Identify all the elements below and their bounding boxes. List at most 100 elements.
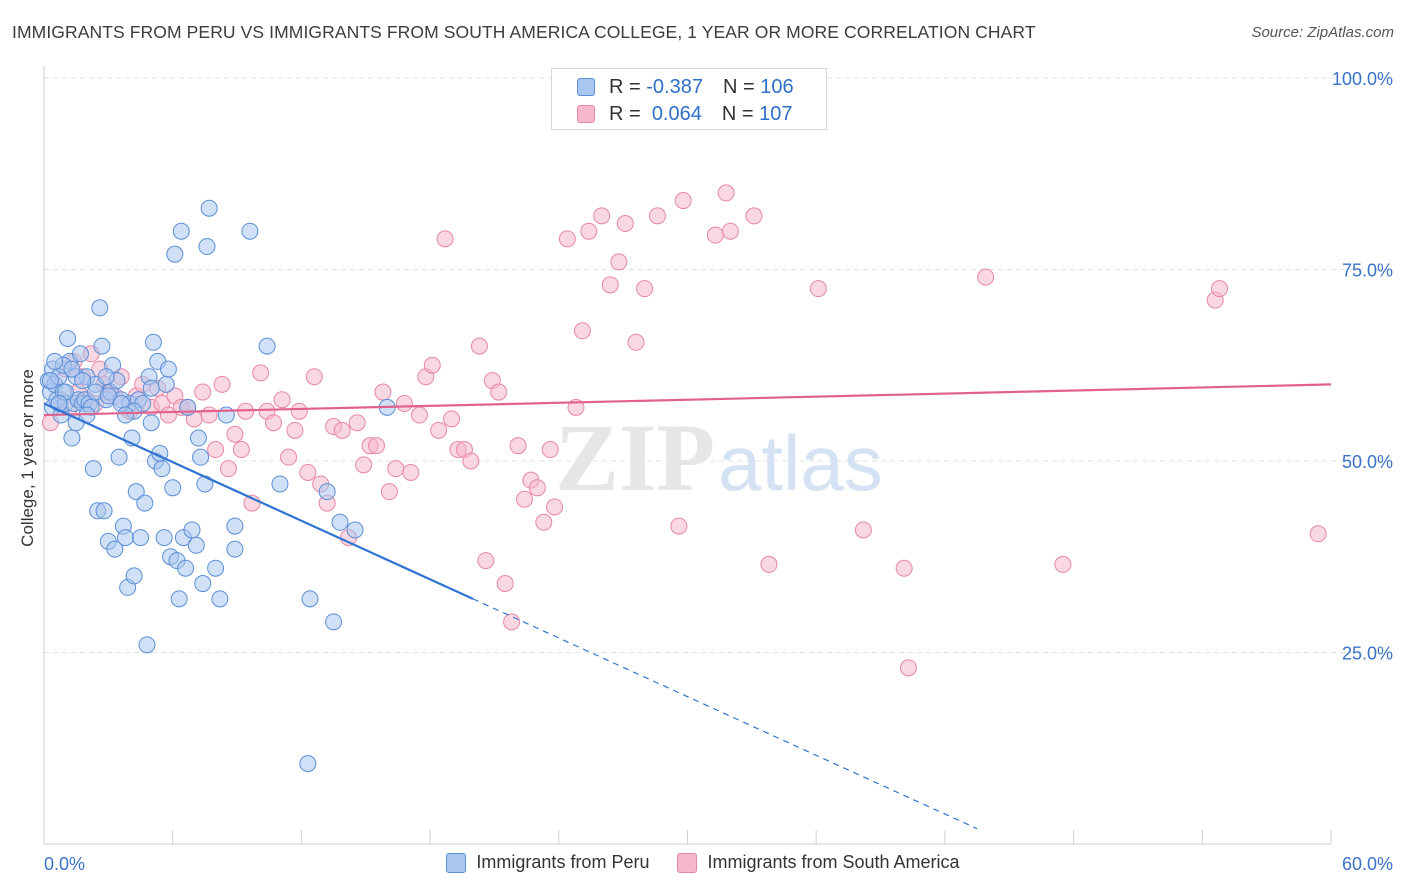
data-point-south-america (374, 383, 392, 401)
data-point-south-america (616, 215, 634, 233)
data-point-peru (172, 222, 190, 240)
data-point-peru (117, 529, 135, 547)
axis-labels: 100.0% 75.0% 50.0% 25.0% 0.0% 60.0% (44, 69, 1393, 874)
legend-item-peru[interactable]: Immigrants from Peru (446, 852, 649, 873)
data-point-peru (97, 368, 115, 386)
data-point-south-america (410, 406, 428, 424)
data-point-peru (200, 199, 218, 217)
data-point-south-america (610, 253, 628, 271)
data-point-south-america (443, 410, 461, 428)
data-point-south-america (280, 448, 298, 466)
data-point-south-america (721, 222, 739, 240)
y-tick-label: 25.0% (1342, 644, 1393, 664)
data-point-peru (187, 536, 205, 554)
data-point-peru (301, 590, 319, 608)
data-point-peru (41, 372, 59, 390)
grid-lines (44, 77, 1393, 653)
data-point-south-america (509, 437, 527, 455)
legend-r-label: R = (609, 75, 641, 98)
trend-line-peru (43, 402, 474, 600)
chart-title: IMMIGRANTS FROM PERU VS IMMIGRANTS FROM … (12, 22, 1036, 42)
data-point-peru (318, 483, 336, 501)
data-point-peru (46, 352, 64, 370)
y-axis-label: College, 1 year or more (18, 369, 37, 547)
data-point-peru (271, 475, 289, 493)
data-point-south-america (387, 460, 405, 478)
data-point-peru (164, 479, 182, 497)
data-point-south-america (573, 322, 591, 340)
data-point-south-america (490, 383, 508, 401)
y-tick-label: 50.0% (1342, 452, 1393, 472)
trend-line-south-america (43, 383, 1332, 417)
data-point-peru (95, 502, 113, 520)
series-legend: Immigrants from Peru Immigrants from Sou… (0, 852, 1406, 873)
source-label: Source: ZipAtlas.com (1251, 24, 1394, 41)
data-point-peru (106, 540, 124, 558)
data-point-south-america (670, 517, 688, 535)
legend-r-value: -0.387 (646, 75, 703, 98)
data-point-south-america (194, 383, 212, 401)
data-point-south-america (436, 230, 454, 248)
watermark-zip: ZIP (555, 404, 715, 511)
data-point-south-america (717, 184, 735, 202)
data-point-south-america (477, 552, 495, 570)
legend-label-south-america: Immigrants from South America (707, 852, 960, 872)
data-point-peru (346, 521, 364, 539)
data-point-south-america (636, 280, 654, 298)
data-point-peru (50, 395, 68, 413)
data-point-peru (226, 540, 244, 558)
watermark: ZIP atlas (555, 404, 883, 511)
data-point-peru (331, 513, 349, 531)
data-point-south-america (219, 460, 237, 478)
data-point-south-america (601, 276, 619, 294)
data-point-south-america (809, 280, 827, 298)
data-point-peru (138, 636, 156, 654)
data-point-south-america (207, 441, 225, 459)
data-point-south-america (265, 414, 283, 432)
data-point-peru (170, 590, 188, 608)
data-point-peru (194, 575, 212, 593)
data-point-south-america (213, 375, 231, 393)
data-point-south-america (462, 452, 480, 470)
data-point-south-america (200, 406, 218, 424)
data-point-peru (153, 460, 171, 478)
legend-label-peru: Immigrants from Peru (476, 852, 650, 872)
data-point-south-america (252, 364, 270, 382)
data-point-south-america (395, 395, 413, 413)
x-tick-label: 0.0% (44, 854, 85, 874)
watermark-atlas: atlas (718, 419, 883, 507)
data-point-peru (189, 429, 207, 447)
data-point-south-america (503, 613, 521, 631)
data-point-peru (63, 429, 81, 447)
data-point-peru (144, 333, 162, 351)
data-point-south-america (286, 421, 304, 439)
data-point-south-america (648, 207, 666, 225)
data-point-south-america (854, 521, 872, 539)
legend-swatch-south-america (577, 105, 595, 123)
data-point-south-america (1054, 555, 1072, 573)
data-point-south-america (760, 555, 778, 573)
data-point-peru (155, 529, 173, 547)
data-point-south-america (299, 463, 317, 481)
data-point-south-america (899, 659, 917, 677)
data-point-south-america (627, 333, 645, 351)
data-point-south-america (305, 368, 323, 386)
data-point-peru (157, 375, 175, 393)
data-point-peru (84, 460, 102, 478)
data-point-south-america (535, 513, 553, 531)
data-point-peru (117, 406, 135, 424)
legend-r-label: R = (609, 102, 641, 125)
legend-item-south-america[interactable]: Immigrants from South America (677, 852, 960, 873)
data-point-south-america (367, 437, 385, 455)
data-point-peru (183, 521, 201, 539)
legend-r-value: 0.064 (651, 102, 702, 125)
data-point-south-america (1210, 280, 1228, 298)
data-point-peru (74, 372, 92, 390)
data-point-south-america (528, 479, 546, 497)
data-point-south-america (580, 222, 598, 240)
legend-n-label: N = (722, 75, 755, 98)
data-point-south-america (226, 425, 244, 443)
data-point-peru (207, 559, 225, 577)
legend-n-label: N = (721, 102, 754, 125)
data-point-peru (63, 360, 81, 378)
